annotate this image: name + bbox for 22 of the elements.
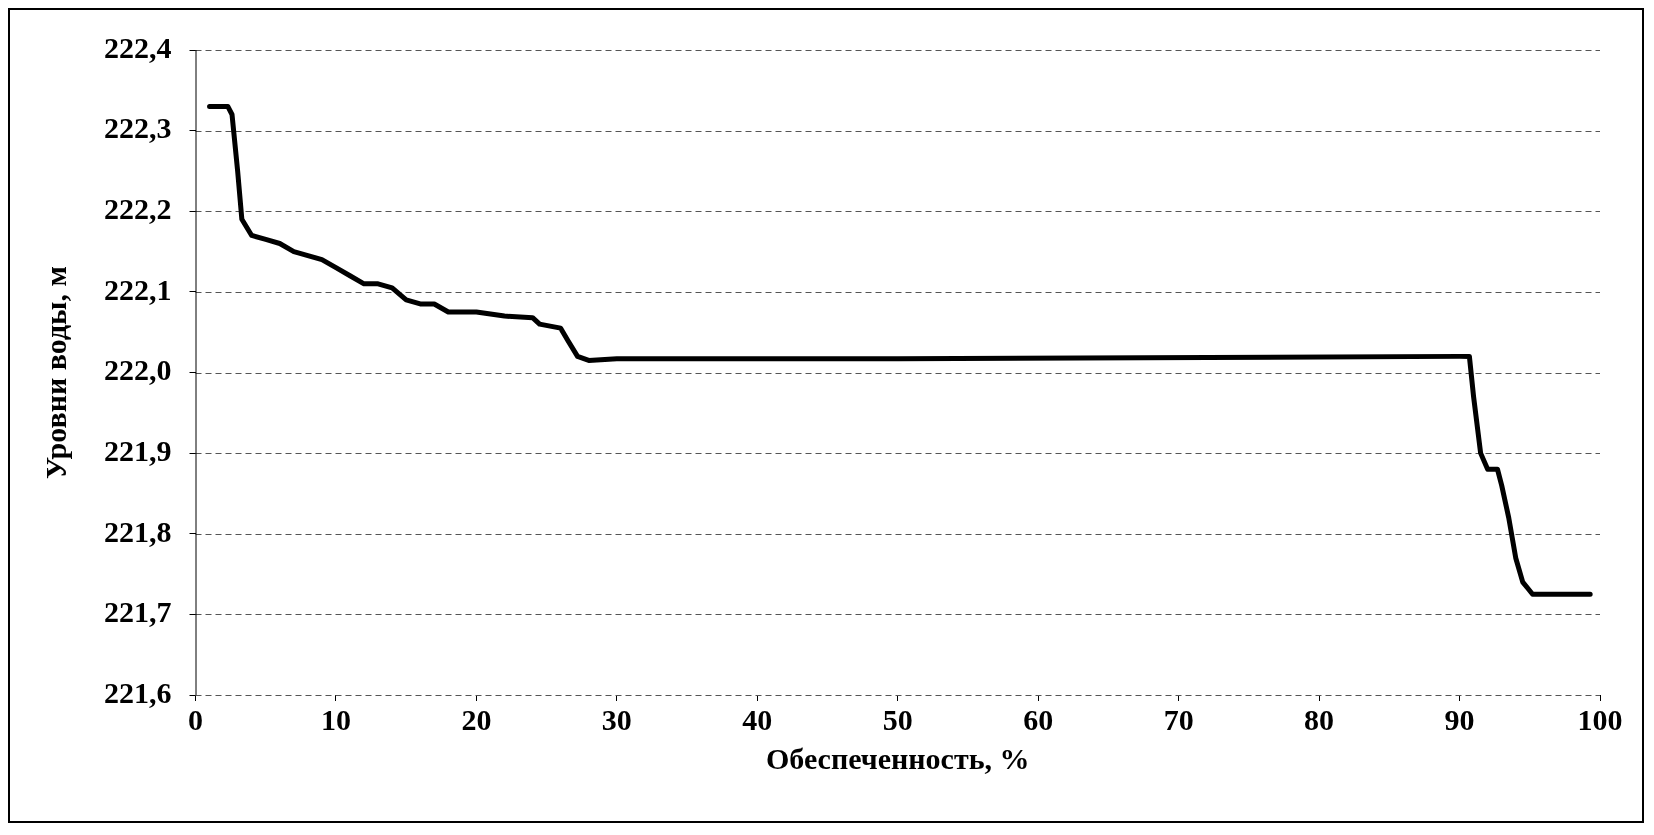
y-tick-label: 221,8 — [104, 514, 172, 548]
x-tick-label: 30 — [601, 702, 632, 736]
x-tick-label: 90 — [1444, 702, 1475, 736]
x-tick-label: 70 — [1163, 702, 1194, 736]
x-axis-title: Обеспеченность, % — [765, 741, 1030, 775]
x-tick-label: 50 — [882, 702, 913, 736]
y-tick-label: 222,1 — [104, 272, 172, 306]
x-tick-label: 100 — [1577, 702, 1623, 736]
y-tick-label: 222,0 — [104, 353, 172, 387]
y-tick-label: 221,7 — [104, 595, 172, 629]
y-tick-label: 221,6 — [104, 675, 172, 709]
y-tick-label: 222,4 — [104, 30, 172, 64]
x-tick-label: 80 — [1304, 702, 1335, 736]
y-tick-label: 222,2 — [104, 192, 172, 225]
y-tick-label: 221,9 — [104, 433, 172, 467]
x-tick-label: 0 — [188, 702, 203, 736]
x-tick-label: 40 — [742, 702, 773, 736]
x-tick-label: 20 — [461, 702, 492, 736]
x-tick-label: 60 — [1023, 702, 1054, 736]
y-axis-title: Уровни воды, м — [38, 266, 72, 479]
y-tick-label: 222,3 — [104, 111, 172, 145]
x-tick-label: 10 — [320, 702, 351, 736]
